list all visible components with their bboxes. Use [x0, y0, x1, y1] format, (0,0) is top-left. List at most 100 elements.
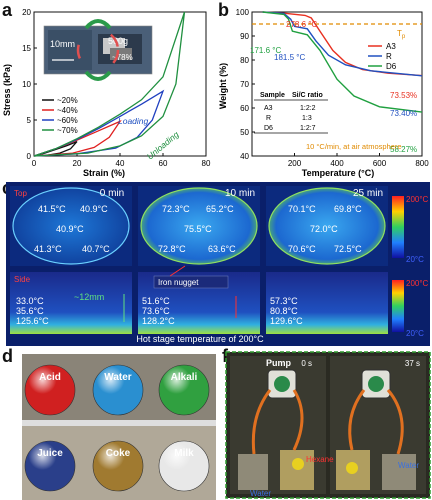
inset-scale-label: 10mm — [50, 39, 75, 49]
temp-reading: 41.3°C — [34, 244, 62, 254]
temp-reading: 72.3°C — [162, 204, 190, 214]
hexane-label: Hexane — [306, 455, 334, 464]
side-temp: 35.6°C — [16, 306, 44, 316]
b-xtick-label: 200 — [288, 159, 302, 168]
table-header-sample: Sample — [260, 92, 285, 99]
legend-b-item-1: A3 — [368, 42, 396, 51]
temp-reading: 40.9°C — [80, 204, 108, 214]
b-xtick-label: 600 — [373, 159, 387, 168]
beaker-right — [382, 454, 416, 490]
inset-strain-label: ~78% — [112, 53, 133, 62]
droplet-shine — [93, 441, 143, 491]
liquid-panel: Acid Water Alkali Juice Coke Milk — [22, 354, 216, 500]
inset-photo: 10mm 500g ~78% — [43, 19, 153, 81]
a-xtick-label: 80 — [202, 159, 211, 168]
svg-text:~40%: ~40% — [57, 106, 78, 115]
loading-label: Loading — [118, 116, 149, 126]
b-ylabel: Weight (%) — [218, 63, 228, 109]
side-view-25min: 57.3°C 80.8°C 129.6°C — [266, 272, 388, 334]
table-row-1-sample: A3 — [264, 105, 273, 112]
panel-letter-d: d — [2, 346, 13, 366]
droplet-label: Alkali — [171, 372, 198, 383]
temp-reading: 75.5°C — [184, 224, 212, 234]
side-view-10min: Iron nugget 51.6°C 73.6°C 128.2°C — [138, 265, 260, 334]
legend-a-item-2: ~40% — [42, 106, 78, 115]
table-row-2-sample: R — [266, 115, 271, 122]
side-temp: 125.6°C — [16, 316, 49, 326]
pump-rotor-icon — [274, 376, 290, 392]
droplet-label: Acid — [39, 372, 61, 383]
top-view-25min: 25 min 70.1°C 69.8°C 72.0°C 70.6°C 72.5°… — [266, 186, 388, 266]
time-label-1: 0 min — [100, 188, 124, 199]
cycle-arrow-bottom-icon — [84, 70, 112, 81]
temp-annotation-3: 181.5 °C — [274, 53, 305, 62]
legend-a-item-4: ~70% — [42, 126, 78, 135]
b-ytick-label: 60 — [240, 104, 249, 113]
b-ytick-label: 50 — [240, 128, 249, 137]
a-ytick-label: 10 — [22, 80, 31, 89]
legend-a-item-3: ~60% — [42, 116, 78, 125]
iron-nugget-label: Iron nugget — [158, 278, 199, 287]
pump-rotor-icon — [368, 376, 384, 392]
droplet-shine — [25, 365, 75, 415]
pump-label: Pump — [266, 358, 292, 368]
tp-label: Tp — [397, 29, 406, 40]
water-label-left: Water — [250, 489, 271, 498]
droplet-juice: Juice — [24, 440, 76, 492]
beaker-right — [280, 450, 314, 490]
svg-text:A3: A3 — [386, 42, 396, 51]
side-label: Side — [14, 275, 31, 284]
droplet-shine — [25, 441, 75, 491]
thermal-panel: Top 0 min 41.5°C 40.9°C 40.9°C 41.3°C 40… — [6, 182, 430, 346]
colorbar-min: 20°C — [406, 255, 424, 264]
legend-a: ~20% ~40% ~60% ~70% — [42, 96, 78, 135]
temp-annotation-1: 278.6 °C — [286, 20, 317, 29]
colorbar-max: 200°C — [406, 195, 429, 204]
hot-stage-label: Hot stage temperature of 200°C — [136, 334, 264, 344]
a-ytick-label: 20 — [22, 8, 31, 17]
b-ytick-label: 100 — [236, 8, 250, 17]
time-37s: 37 s — [405, 359, 420, 368]
side-temp: 80.8°C — [270, 306, 298, 316]
b-ytick-label: 80 — [240, 56, 249, 65]
panel-letter-f: f — [222, 346, 228, 366]
pump-panel: Pump 0 s Water 37 s Water Hexane — [225, 351, 431, 499]
a-xtick-label: 0 — [32, 159, 37, 168]
a-xtick-label: 40 — [116, 159, 125, 168]
table-header-ratio: Si/C ratio — [292, 92, 323, 99]
tube-left — [251, 389, 272, 455]
float-ball-icon — [346, 462, 358, 474]
panel-letter-a: a — [2, 0, 13, 20]
droplet-milk: Milk — [158, 440, 210, 492]
side-temp: 33.0°C — [16, 296, 44, 306]
residue-a3: 73.53% — [390, 91, 417, 100]
inset-weight-label: 500g — [108, 36, 128, 46]
chart-a: 0 20 40 60 80 0 5 10 15 20 10mm 500g ~78% Loading… — [2, 8, 211, 178]
b-ytick-label: 70 — [240, 80, 249, 89]
legend-a-item-1: ~20% — [42, 96, 78, 105]
a-ytick-label: 5 — [27, 116, 32, 125]
table-row-3-sample: D6 — [264, 125, 273, 132]
svg-text:~60%: ~60% — [57, 116, 78, 125]
unloading-label: Unloading — [145, 129, 181, 161]
b-ytick-label: 40 — [240, 152, 249, 161]
a-xtick-label: 20 — [73, 159, 82, 168]
droplet-coke: Coke — [92, 440, 144, 492]
temp-reading: 72.8°C — [158, 244, 186, 254]
temp-reading: 65.2°C — [206, 204, 234, 214]
table-row-3-ratio: 1:2:7 — [300, 125, 316, 132]
temp-reading: 40.7°C — [82, 244, 110, 254]
legend-b-item-2: R — [368, 52, 392, 61]
droplet-water: Water — [92, 364, 144, 416]
a-xtick-label: 60 — [159, 159, 168, 168]
droplet-shine — [93, 365, 143, 415]
time-label-2: 10 min — [225, 188, 255, 199]
table-row-2-ratio: 1:3 — [302, 115, 312, 122]
b-xtick-label: 400 — [330, 159, 344, 168]
iron-nugget-box — [153, 275, 229, 289]
droplet-alkali: Alkali — [158, 364, 210, 416]
temp-reading: 72.0°C — [310, 224, 338, 234]
cycle-ring-icon — [76, 28, 120, 72]
b-xtick-label: 800 — [415, 159, 429, 168]
svg-text:R: R — [386, 52, 392, 61]
